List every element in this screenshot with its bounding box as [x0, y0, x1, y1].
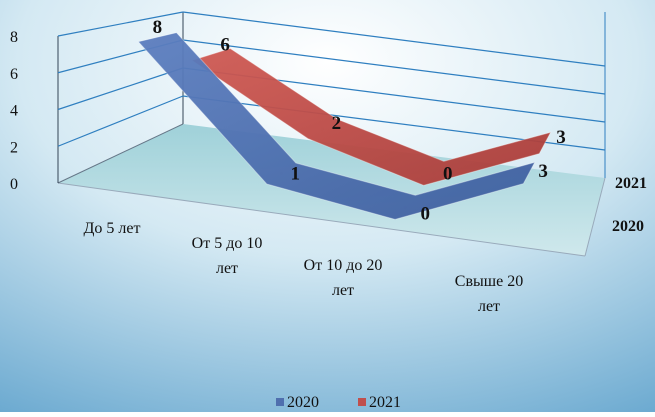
- data-label-2020-1: 1: [291, 164, 301, 185]
- point-2021-0: [210, 53, 213, 56]
- gridline-side-8: [57, 11, 184, 37]
- x-tick-line: До 5 лет: [84, 220, 141, 237]
- floor-front-edge: [57, 182, 586, 257]
- x-tick-line: лет: [332, 282, 354, 299]
- point-2020-3: [528, 172, 531, 175]
- point-2021-3: [544, 142, 547, 145]
- x-tick-label-3: Свыше 20 лет: [455, 273, 523, 315]
- data-label-2021-1: 2: [332, 113, 342, 134]
- x-tick-line: От 10 до 20: [304, 257, 383, 274]
- legend-swatch-2021: [358, 398, 366, 406]
- x-tick-label-0: До 5 лет: [84, 220, 141, 237]
- point-2020-1: [280, 172, 283, 175]
- gridline-side-2: [57, 95, 184, 147]
- series-ribbon-2020: [137, 32, 536, 220]
- y-tick-label-0: 0: [10, 176, 18, 193]
- x-tick-line: От 5 до 10: [192, 235, 263, 252]
- depth-label-2020: 2020: [612, 218, 644, 235]
- data-label-2021-2: 0: [443, 163, 453, 184]
- series-group: [137, 32, 552, 220]
- y-tick-label-4: 4: [10, 103, 18, 120]
- x-tick-label-2: От 10 до 20 лет: [304, 257, 383, 299]
- x-tick-label-1: От 5 до 10 лет: [192, 235, 263, 277]
- x-tick-line: Свыше 20: [455, 273, 523, 290]
- gridline-back-6: [182, 39, 606, 95]
- gridline-side-4: [57, 67, 184, 111]
- data-label-2020-3: 3: [538, 161, 548, 182]
- x-tick-line: лет: [216, 260, 238, 277]
- legend-swatch-2020: [276, 398, 284, 406]
- data-label-2021-0: 6: [220, 35, 230, 56]
- data-label-2021-3: 3: [556, 127, 566, 148]
- legend: 2020 2021: [276, 394, 401, 411]
- y-axis-ticks: 0 2 4 6 8: [10, 29, 18, 193]
- series-ribbon-2021: [190, 47, 552, 186]
- data-label-2020-2: 0: [420, 203, 430, 224]
- point-2021-2: [432, 172, 435, 175]
- legend-label-2020: 2020: [287, 394, 319, 411]
- point-2020-2: [404, 206, 407, 209]
- legend-label-2021: 2021: [369, 394, 401, 411]
- floor-right-edge: [584, 177, 606, 257]
- depth-label-2021: 2021: [615, 175, 647, 192]
- y-tick-label-8: 8: [10, 29, 18, 46]
- y-tick-label-2: 2: [10, 139, 18, 156]
- data-label-2020-0: 8: [153, 17, 163, 38]
- depth-axis-labels: 2021 2020: [612, 175, 647, 235]
- x-tick-line: лет: [478, 298, 500, 315]
- y-tick-label-6: 6: [10, 66, 18, 83]
- point-2021-1: [321, 127, 324, 130]
- gridline-back-8: [182, 11, 606, 67]
- floor-left-edge: [57, 123, 184, 184]
- data-labels: 6 2 0 3 8 1 0 3: [153, 17, 566, 224]
